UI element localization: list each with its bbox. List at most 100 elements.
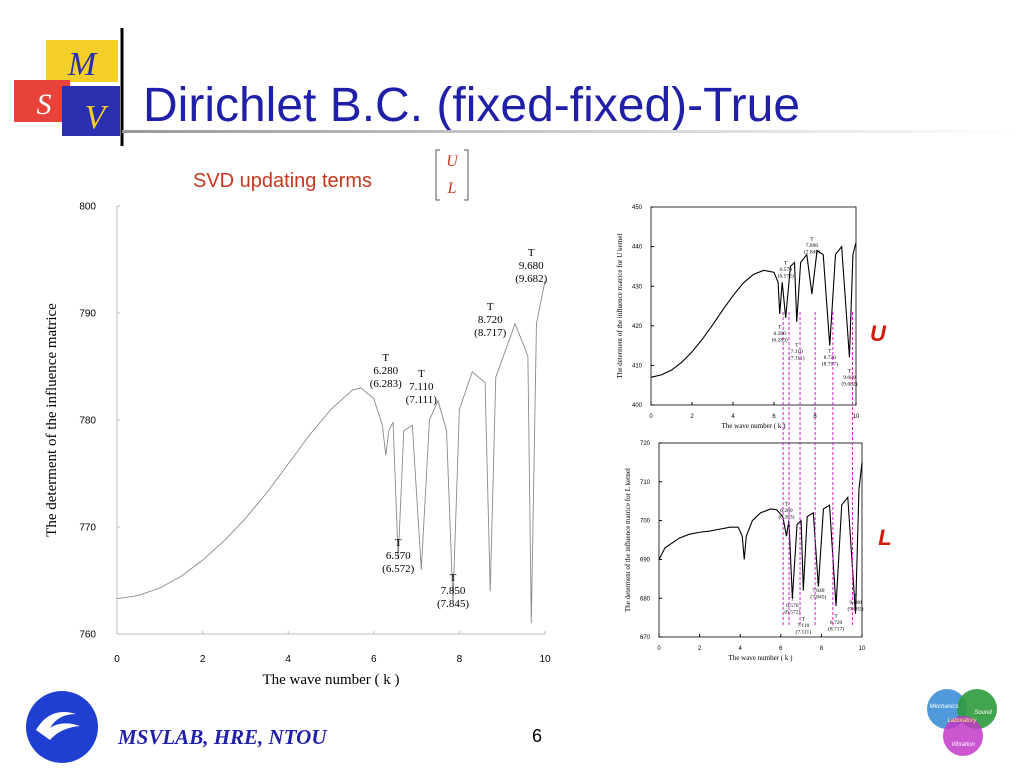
x-tick-label: 0: [114, 654, 120, 665]
annotation-value: 6.570: [779, 267, 792, 273]
annotation-tag: T: [834, 614, 838, 620]
plot-frame: [658, 442, 863, 638]
x-tick-label: 2: [698, 646, 702, 652]
annotation-tag: T: [802, 617, 806, 623]
x-tick-label: 8: [820, 646, 824, 652]
x-tick-label: 4: [731, 414, 735, 420]
badge-text: Mechanics: [930, 704, 959, 710]
annotation-tag: T: [854, 594, 858, 600]
annotation-value: 6.570: [786, 603, 799, 609]
annotation-exact: (7.845): [804, 249, 820, 256]
annotation-tag: T: [785, 502, 789, 508]
matrix-entry: L: [447, 180, 457, 197]
annotation-tag: T: [395, 537, 402, 549]
annotation-tag: T: [382, 352, 389, 364]
annotation-value: 6.280: [373, 365, 398, 377]
annotation-value: 8.720: [478, 314, 503, 326]
y-tick-label: 690: [640, 558, 651, 564]
badge-text: Vibration: [951, 742, 975, 748]
annotation-tag: T: [487, 301, 494, 313]
annotation-value: 6.280: [774, 331, 787, 337]
annotation-exact: (6.283): [772, 337, 788, 344]
side-label: L: [878, 525, 891, 550]
badge-text: Sound: [974, 710, 992, 716]
annotation-exact: (8.717): [474, 327, 506, 339]
x-tick-label: 4: [739, 646, 743, 652]
annotation-tag: T: [848, 369, 852, 375]
x-tick-label: 0: [657, 646, 661, 652]
annotation-exact: (7.111): [796, 629, 812, 636]
x-tick-label: 2: [690, 414, 694, 420]
annotation-tag: T: [450, 572, 457, 584]
x-tick-label: 10: [859, 646, 866, 652]
x-axis-label: The wave number ( k ): [722, 422, 787, 430]
annotation-value: 7.110: [409, 381, 434, 393]
logo-block: [46, 40, 118, 82]
annotation-exact: (6.283): [370, 378, 402, 390]
y-axis-label: The determent of the influence matrice: [44, 303, 60, 537]
y-tick-label: 800: [79, 202, 96, 213]
y-tick-label: 790: [79, 309, 96, 320]
annotation-exact: (9.682): [515, 273, 547, 285]
x-tick-label: 8: [457, 654, 463, 665]
matrix-bracket: [435, 149, 469, 201]
y-tick-label: 700: [640, 519, 651, 525]
annotation-exact: (7.111): [406, 394, 438, 406]
y-tick-label: 400: [632, 403, 643, 409]
footer-logo-mark: [36, 712, 80, 740]
annotation-exact: (7.845): [437, 598, 469, 610]
annotation-exact: (9.682): [841, 381, 857, 388]
annotation-exact: (8.717): [828, 626, 844, 633]
y-tick-label: 440: [632, 245, 643, 251]
annotation-tag: T: [778, 325, 782, 331]
y-tick-label: 710: [640, 480, 651, 486]
logo-letter: S: [37, 88, 52, 121]
title-rule: [122, 130, 1022, 133]
side-label: U: [870, 321, 887, 346]
annotation-exact: (6.283): [778, 514, 794, 521]
y-tick-label: 670: [640, 635, 651, 641]
curve: [116, 280, 546, 624]
annotation-value: 6.570: [386, 550, 411, 562]
annotation-exact: (7.111): [789, 355, 805, 362]
annotation-value: 9.680: [519, 260, 544, 272]
y-axis-label: The determent of the influence matrice f…: [624, 468, 632, 612]
annotation-exact: (6.572): [778, 273, 794, 280]
annotation-value: 7.850: [441, 585, 466, 597]
annotation-exact: (6.572): [382, 563, 414, 575]
subtitle: SVD updating terms: [193, 170, 372, 192]
x-axis-label: The wave number ( k ): [729, 654, 794, 662]
annotation-value: 8.720: [830, 620, 843, 626]
page-number: 6: [532, 726, 542, 746]
logo-block: [62, 86, 120, 136]
x-axis-label: The wave number ( k ): [262, 672, 399, 688]
annotation-exact: (7.845): [810, 594, 826, 601]
y-tick-label: 780: [79, 416, 96, 427]
y-tick-label: 430: [632, 284, 643, 290]
y-tick-label: 770: [79, 523, 96, 534]
y-tick-label: 450: [632, 205, 643, 211]
annotation-value: 7.110: [791, 349, 803, 355]
annotation-tag: T: [418, 368, 425, 380]
y-tick-label: 760: [79, 630, 96, 641]
annotation-tag: T: [528, 247, 535, 259]
x-tick-label: 10: [539, 654, 551, 665]
plot-frame: [650, 206, 857, 406]
annotation-value: 9.680: [843, 375, 856, 381]
x-tick-label: 6: [779, 646, 783, 652]
curve: [658, 462, 863, 614]
x-tick-label: 6: [772, 414, 776, 420]
annotation-value: 6.280: [780, 508, 793, 514]
badge-circle: [943, 716, 983, 756]
y-axis-label: The determent of the influence matrice f…: [616, 233, 624, 378]
y-tick-label: 420: [632, 324, 643, 330]
annotation-value: 8.720: [824, 355, 837, 361]
annotation-value: 9.680: [849, 600, 862, 606]
y-tick-label: 720: [640, 441, 651, 447]
x-tick-label: 6: [371, 654, 377, 665]
annotation-value: 7.840: [812, 588, 825, 594]
y-tick-label: 410: [632, 364, 643, 370]
annotation-tag: T: [817, 582, 821, 588]
badge-text: Laboratory: [948, 718, 978, 724]
annotation-tag: T: [828, 349, 832, 355]
